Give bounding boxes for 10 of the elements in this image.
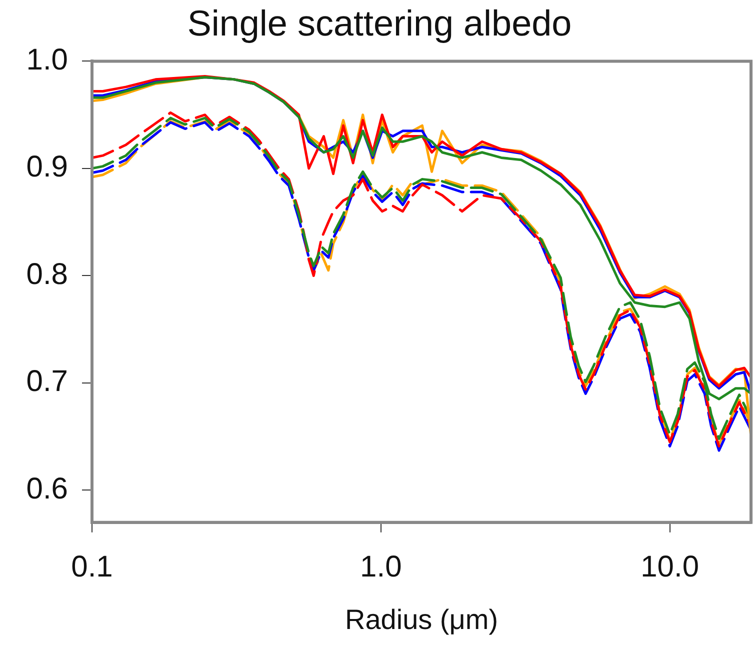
x-tick-label: 1.0 (360, 550, 402, 584)
y-tick-label: 0.6 (26, 472, 68, 506)
x-tick-label: 10.0 (640, 550, 700, 584)
x-tick-label: 0.1 (71, 550, 113, 584)
x-axis-title: Radius (μm) (344, 604, 498, 635)
y-tick-label: 0.9 (26, 150, 68, 184)
y-tick-label: 1.0 (26, 43, 68, 76)
y-tick-label: 0.7 (26, 365, 68, 398)
chart-title: Single scattering albedo (187, 2, 572, 44)
y-tick-label: 0.8 (26, 258, 68, 291)
